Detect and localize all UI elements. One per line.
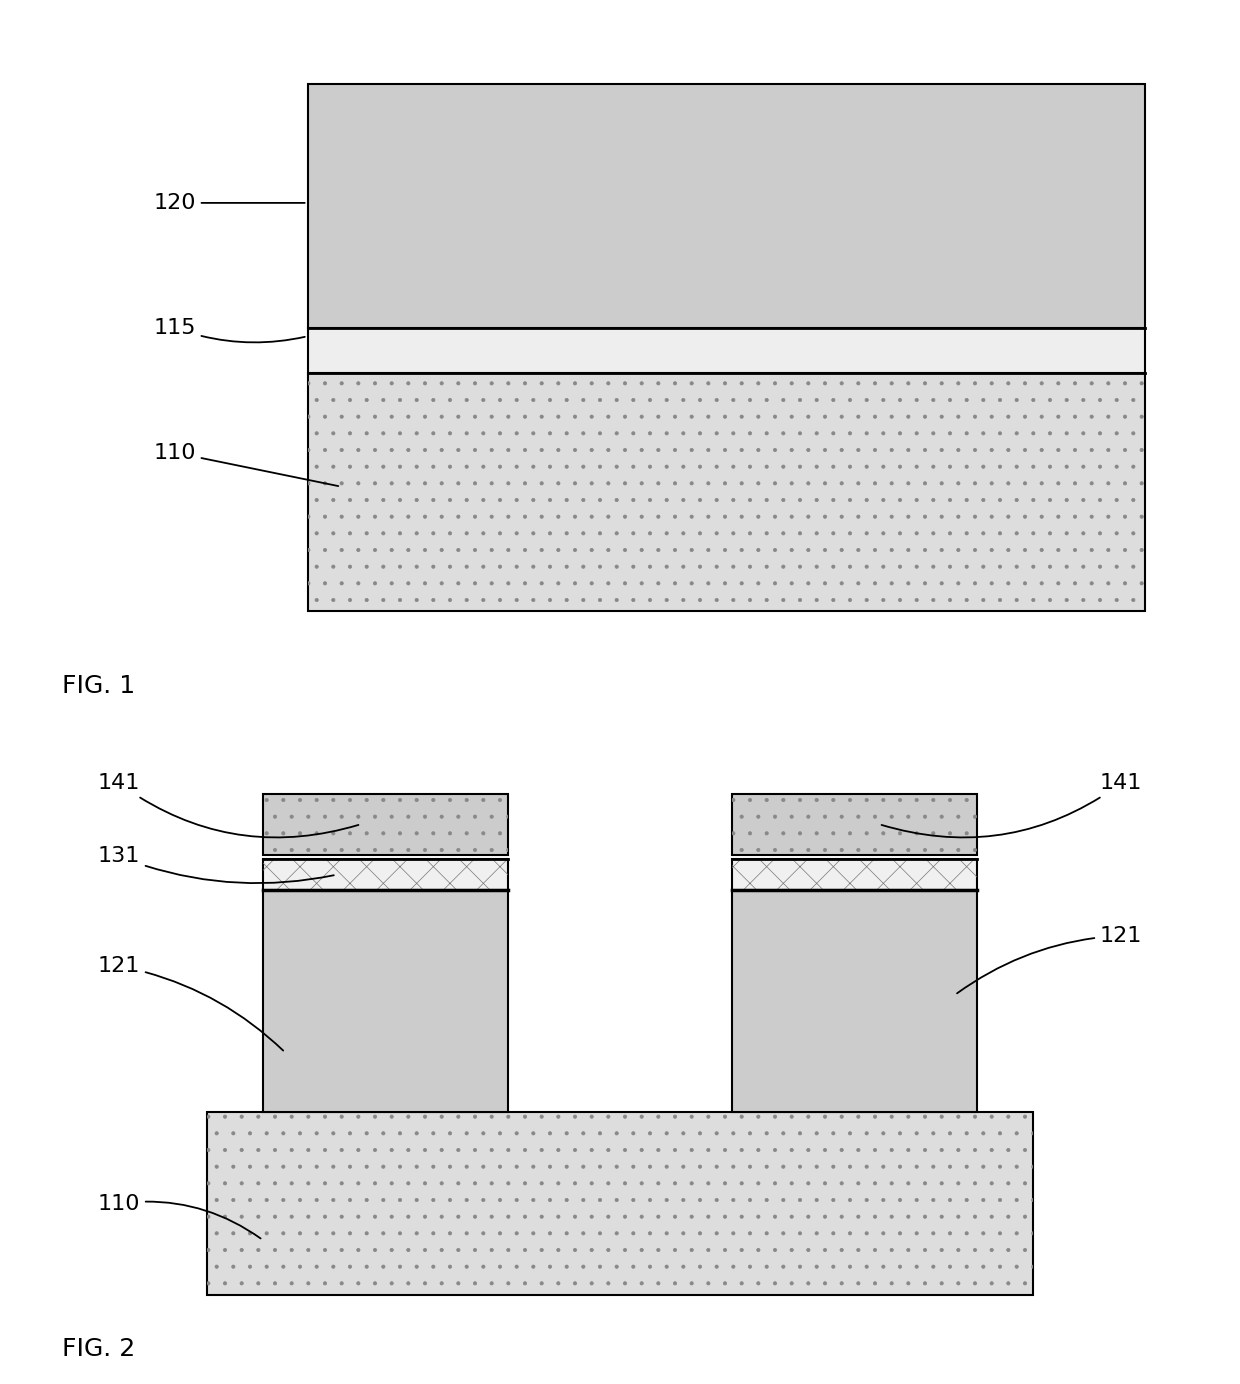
Text: 110: 110 <box>98 1193 260 1239</box>
Text: 121: 121 <box>98 956 283 1050</box>
Text: 120: 120 <box>154 192 305 213</box>
Bar <box>732 859 977 890</box>
Bar <box>308 84 1145 328</box>
Bar <box>263 890 508 1113</box>
Text: 131: 131 <box>98 847 334 883</box>
Bar <box>732 890 977 1113</box>
Bar <box>308 374 1145 612</box>
Bar <box>308 328 1145 374</box>
Bar <box>732 793 977 854</box>
Text: 115: 115 <box>154 318 305 342</box>
Bar <box>732 890 977 1113</box>
Text: 141: 141 <box>882 774 1142 837</box>
Bar <box>263 859 508 890</box>
Bar <box>207 1113 1033 1295</box>
Text: FIG. 1: FIG. 1 <box>62 674 135 698</box>
Bar <box>732 793 977 854</box>
Bar <box>263 859 508 890</box>
Bar <box>308 84 1145 328</box>
Bar <box>207 1113 1033 1295</box>
Text: 121: 121 <box>957 926 1142 994</box>
Bar <box>308 374 1145 612</box>
Bar <box>263 793 508 854</box>
Bar <box>263 890 508 1113</box>
Text: FIG. 2: FIG. 2 <box>62 1337 135 1362</box>
Bar <box>732 859 977 890</box>
Text: 141: 141 <box>98 774 358 837</box>
Bar <box>263 793 508 854</box>
Text: 110: 110 <box>154 443 339 486</box>
